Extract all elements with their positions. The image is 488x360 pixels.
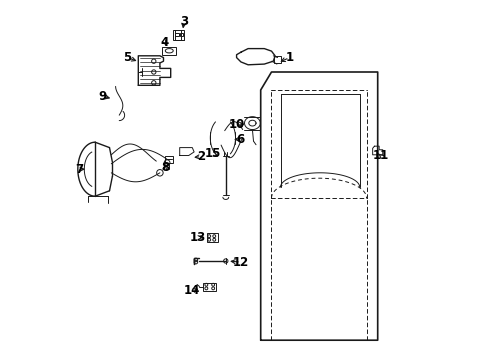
Text: 11: 11: [372, 149, 388, 162]
Bar: [164, 156, 172, 163]
Text: 13: 13: [189, 231, 205, 244]
Text: 1: 1: [285, 51, 293, 64]
Bar: [173, 30, 183, 40]
Text: 3: 3: [180, 15, 188, 28]
Bar: [206, 233, 218, 242]
Bar: [203, 283, 216, 291]
Text: 2: 2: [197, 150, 205, 163]
Text: 7: 7: [75, 163, 83, 176]
Text: 8: 8: [161, 161, 169, 174]
Text: 12: 12: [232, 256, 248, 269]
Text: 10: 10: [229, 118, 245, 131]
Text: 15: 15: [204, 147, 221, 160]
Bar: [179, 33, 183, 36]
Text: 5: 5: [123, 51, 131, 64]
Text: 4: 4: [160, 36, 168, 49]
Text: 6: 6: [236, 133, 244, 146]
Bar: [175, 33, 179, 36]
Text: 14: 14: [184, 284, 200, 297]
Text: 9: 9: [98, 90, 106, 103]
Bar: [162, 47, 176, 55]
Bar: [273, 56, 280, 63]
